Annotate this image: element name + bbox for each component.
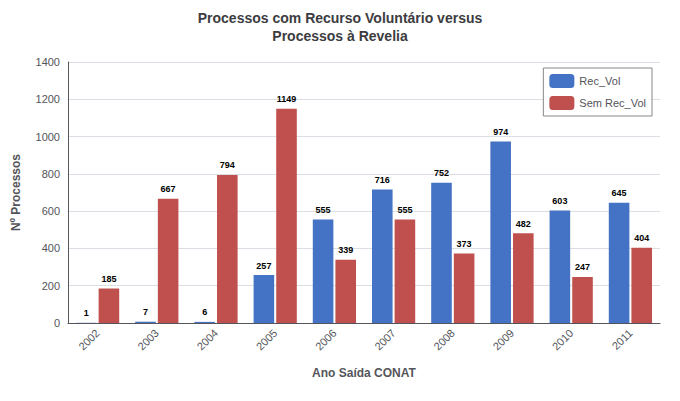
svg-text:482: 482 [516,219,531,229]
svg-text:185: 185 [101,274,116,284]
svg-text:716: 716 [375,175,390,185]
svg-text:2003: 2003 [135,327,161,353]
svg-text:6: 6 [202,307,207,317]
svg-text:373: 373 [457,239,472,249]
svg-text:400: 400 [42,242,60,254]
svg-text:2011: 2011 [609,327,634,352]
svg-text:7: 7 [143,307,148,317]
svg-text:Nº Processos: Nº Processos [9,154,23,231]
svg-text:600: 600 [42,205,60,217]
svg-text:667: 667 [161,184,176,194]
svg-text:1000: 1000 [36,131,60,143]
svg-text:2010: 2010 [550,327,576,353]
svg-text:603: 603 [552,196,567,206]
svg-text:752: 752 [434,168,449,178]
svg-text:Ano Saída CONAT: Ano Saída CONAT [312,366,416,380]
svg-text:404: 404 [634,233,649,243]
svg-text:2007: 2007 [372,327,398,353]
svg-text:555: 555 [397,205,412,215]
svg-text:2004: 2004 [194,327,220,353]
svg-text:2009: 2009 [490,327,516,353]
svg-text:0: 0 [54,317,60,329]
svg-text:1400: 1400 [36,56,60,68]
svg-text:2005: 2005 [254,327,280,353]
svg-text:247: 247 [575,262,590,272]
svg-text:555: 555 [316,205,331,215]
svg-text:339: 339 [338,245,353,255]
svg-text:794: 794 [220,160,235,170]
svg-text:974: 974 [493,127,508,137]
svg-text:800: 800 [42,168,60,180]
svg-text:2002: 2002 [76,327,102,353]
svg-text:200: 200 [42,280,60,292]
svg-text:1149: 1149 [277,94,297,104]
svg-text:2006: 2006 [313,327,339,353]
svg-text:Sem Rec_Vol: Sem Rec_Vol [579,97,646,109]
svg-text:1200: 1200 [36,93,60,105]
svg-text:257: 257 [256,261,271,271]
svg-text:Processos com Recurso Voluntár: Processos com Recurso Voluntário versus [198,10,483,26]
svg-text:Processos à Revelia: Processos à Revelia [272,28,408,44]
svg-text:2008: 2008 [431,327,457,353]
svg-text:645: 645 [612,188,627,198]
svg-text:Rec_Vol: Rec_Vol [579,75,620,87]
svg-text:1: 1 [84,308,89,318]
